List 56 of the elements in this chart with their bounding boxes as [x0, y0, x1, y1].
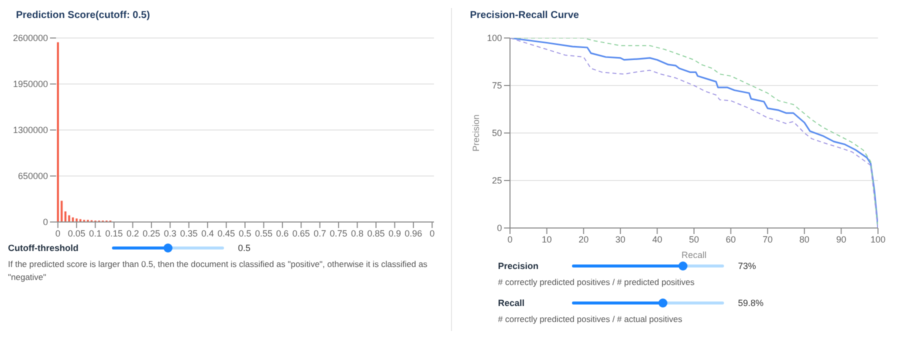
x-tick-label: 0.4 [201, 228, 214, 238]
x-tick-label: 0.2 [126, 228, 139, 238]
x-tick-label: 0.55 [254, 228, 272, 238]
x-tick-label: 0 [55, 228, 60, 238]
x-tick-label: 10 [542, 234, 552, 244]
x-tick-label: 30 [615, 234, 626, 244]
x-tick-label: 20 [578, 234, 589, 244]
x-tick-label: 0.3 [164, 228, 176, 238]
y-tick-label: 650000 [18, 171, 48, 182]
y-tick-label: 2600000 [12, 33, 48, 44]
text: 0.5 [237, 243, 252, 253]
x-tick-label: 0.6 [276, 228, 289, 238]
text: 73% [737, 261, 758, 271]
x-tick-label: 100 [870, 234, 886, 244]
bar [56, 42, 59, 222]
y-tick-label: 0 [42, 217, 48, 228]
text: # correctly predicted positives / # predicted positives [498, 276, 696, 289]
x-tick-label: 0.85 [367, 228, 385, 238]
x-tick-label: 0 [430, 228, 435, 238]
chart-title: Precision-Recall Curve [469, 9, 580, 23]
x-tick-label: 0.45 [218, 228, 236, 238]
x-tick-label: 0.05 [68, 228, 86, 238]
x-tick-label: 0.9 [388, 228, 401, 238]
x-tick-label: 0.8 [351, 228, 364, 238]
x-tick-label: 50 [688, 234, 700, 244]
text: If the predicted score is larger than 0.5, then the document is classified as "positive", otherwise it is classified as "negative" [8, 258, 428, 284]
x-tick-label: 80 [799, 234, 810, 244]
x-tick-label: 0.25 [142, 228, 160, 238]
y-tick-label: 50 [492, 128, 502, 138]
x-tick-label: 0 [507, 234, 513, 244]
y-tick-label: 75 [492, 80, 502, 91]
x-tick-label: 0.15 [105, 228, 123, 238]
x-tick-label: 0.75 [330, 228, 348, 238]
text: # correctly predicted positives / # actual positives [498, 313, 684, 326]
y-tick-label: 1300000 [12, 125, 48, 136]
text: Cutoff-threshold [8, 243, 80, 253]
x-tick-label: 40 [652, 234, 662, 244]
text: 59.8% [737, 298, 765, 308]
x-tick-label: 0.7 [314, 228, 326, 238]
chart-title: Prediction Score(cutoff: 0.5) [15, 9, 151, 23]
x-tick-label: 0.65 [292, 228, 310, 238]
x-tick-label: 0.1 [89, 228, 102, 238]
x-axis-title: Recall [681, 250, 707, 260]
y-axis-title: Precision [471, 114, 482, 152]
text: Precision [498, 261, 540, 271]
x-tick-label: 90 [836, 234, 846, 244]
x-tick-label: 70 [762, 234, 773, 244]
bar [64, 211, 66, 222]
x-tick-label: 0.96 [404, 228, 422, 238]
y-tick-label: 1950000 [12, 79, 48, 90]
x-tick-label: 0.35 [180, 228, 198, 238]
y-tick-label: 25 [492, 176, 502, 186]
text: Recall [498, 298, 526, 308]
x-tick-label: 0.5 [238, 228, 252, 238]
x-tick-label: 60 [726, 234, 736, 244]
y-tick-label: 100 [486, 33, 502, 44]
